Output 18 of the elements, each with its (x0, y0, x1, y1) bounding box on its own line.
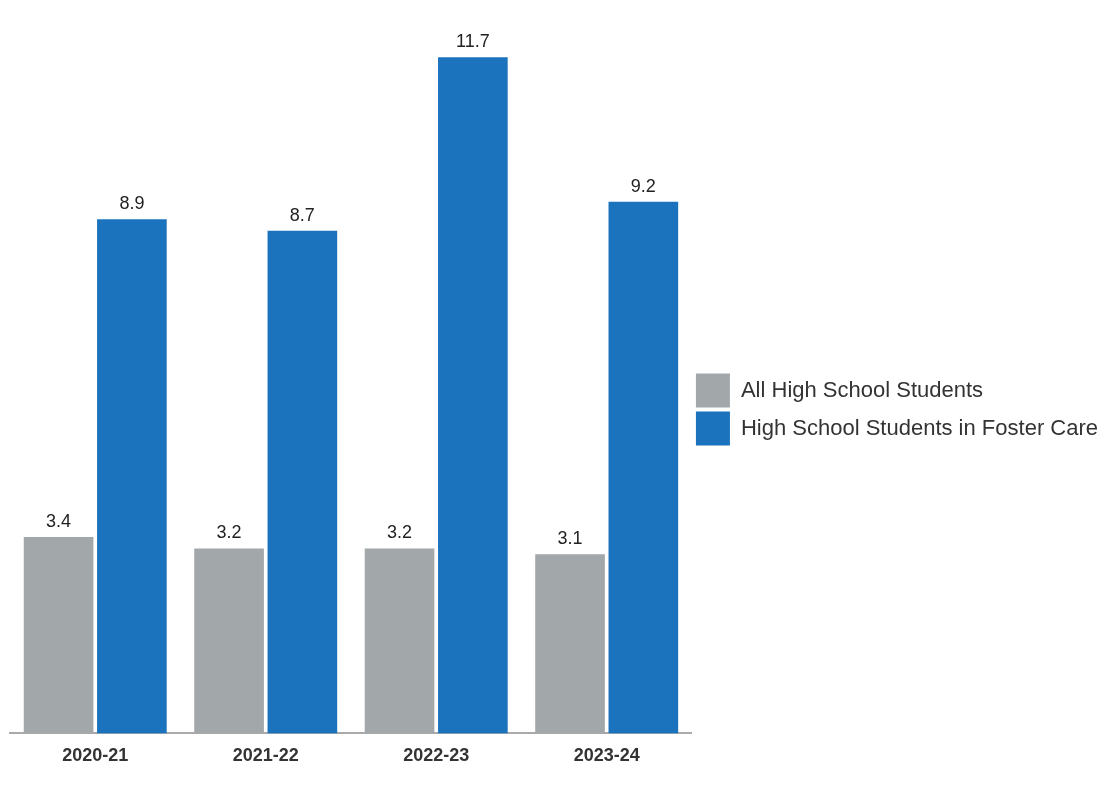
data-label: 3.2 (387, 522, 413, 543)
legend-label: High School Students in Foster Care (740, 414, 1099, 440)
data-label: 9.2 (630, 175, 656, 196)
bar (267, 230, 338, 734)
legend-label: All High School Students (740, 376, 984, 402)
x-tick-label: 2020-21 (62, 745, 129, 766)
data-label: 11.7 (456, 31, 490, 52)
data-label: 3.2 (216, 522, 242, 543)
bar (608, 201, 679, 734)
bar (97, 219, 167, 734)
bar (438, 57, 508, 734)
x-tick-label: 2022-23 (403, 745, 470, 766)
data-label: 3.4 (46, 510, 72, 531)
x-tick-label: 2023-24 (573, 745, 640, 766)
data-label: 3.1 (557, 528, 583, 549)
data-label: 8.7 (289, 204, 315, 225)
data-label: 8.9 (119, 193, 145, 214)
x-tick-label: 2021-22 (232, 745, 299, 766)
